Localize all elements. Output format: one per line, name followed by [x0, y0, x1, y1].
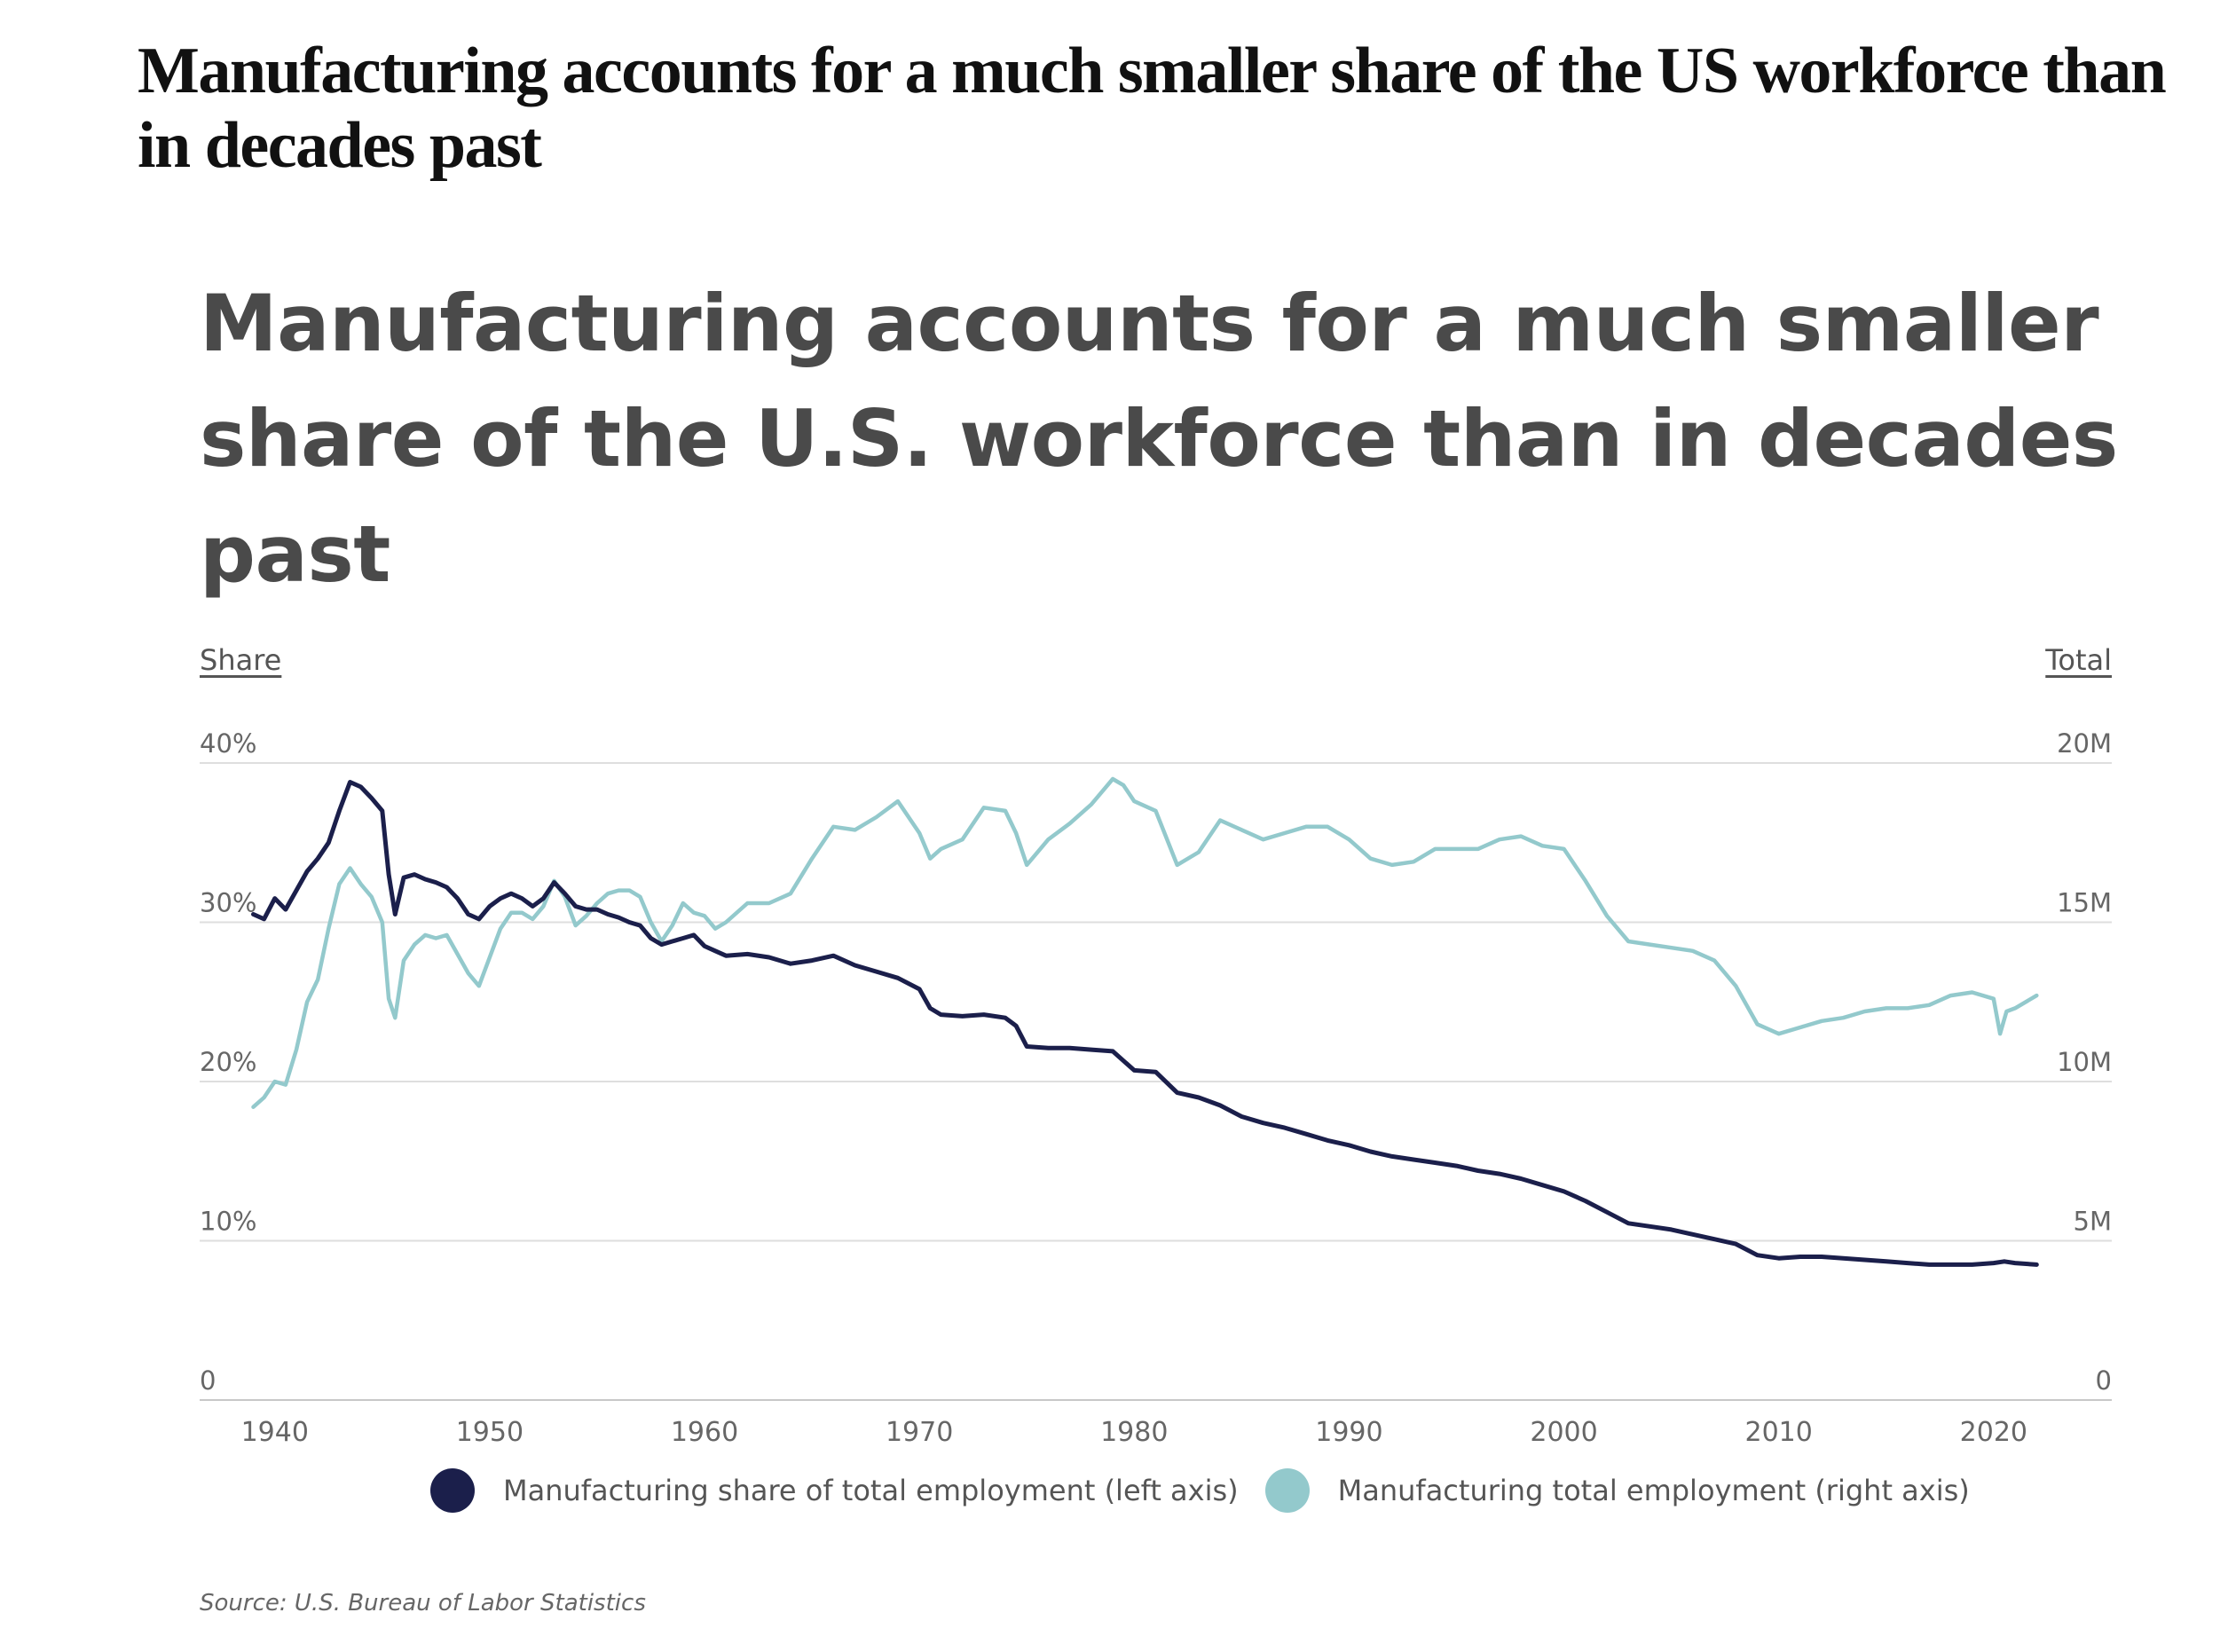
series-line-share	[251, 780, 2039, 1267]
series-line-total	[251, 776, 2039, 1109]
x-tick-label-1950: 1950	[456, 1417, 524, 1448]
right-tick-label-1: 5M	[2074, 1207, 2112, 1237]
x-tick-label-1940: 1940	[241, 1417, 309, 1448]
legend-item-share: Manufacturing share of total employment …	[430, 1468, 1239, 1513]
headline: Manufacturing accounts for a much smalle…	[138, 35, 2167, 182]
right-tick-label-2: 10M	[2057, 1047, 2112, 1077]
left-tick-label-4: 40%	[200, 728, 256, 759]
right-axis-title: Total	[2045, 643, 2112, 677]
right-tick-label-3: 15M	[2057, 888, 2112, 918]
legend-item-total: Manufacturing total employment (right ax…	[1264, 1468, 1970, 1513]
left-tick-label-0: 0	[200, 1365, 216, 1396]
legend-label-share: Manufacturing share of total employment …	[503, 1474, 1239, 1507]
source-note: Source: U.S. Bureau of Labor Statistics	[200, 1590, 646, 1617]
left-tick-label-1: 10%	[200, 1207, 256, 1237]
chart-legend: Manufacturing share of total employment …	[430, 1468, 1996, 1513]
chart-title: Manufacturing accounts for a much smalle…	[200, 278, 2118, 600]
chart-card	[142, 240, 2130, 1650]
x-tick-label-2020: 2020	[1960, 1417, 2027, 1448]
left-tick-label-3: 30%	[200, 888, 256, 918]
legend-label-total: Manufacturing total employment (right ax…	[1337, 1474, 1970, 1507]
left-tick-label-2: 20%	[200, 1047, 256, 1077]
legend-swatch-total	[1264, 1468, 1310, 1513]
right-tick-label-0: 0	[2096, 1365, 2112, 1396]
x-tick-label-2000: 2000	[1530, 1417, 1597, 1448]
left-axis-title: Share	[200, 643, 282, 677]
x-tick-label-1980: 1980	[1100, 1417, 1168, 1448]
x-tick-label-1990: 1990	[1315, 1417, 1382, 1448]
x-tick-label-1960: 1960	[671, 1417, 738, 1448]
x-tick-label-1970: 1970	[886, 1417, 953, 1448]
x-tick-label-2010: 2010	[1745, 1417, 1813, 1448]
legend-swatch-share	[430, 1468, 475, 1513]
right-tick-label-4: 20M	[2057, 728, 2112, 759]
